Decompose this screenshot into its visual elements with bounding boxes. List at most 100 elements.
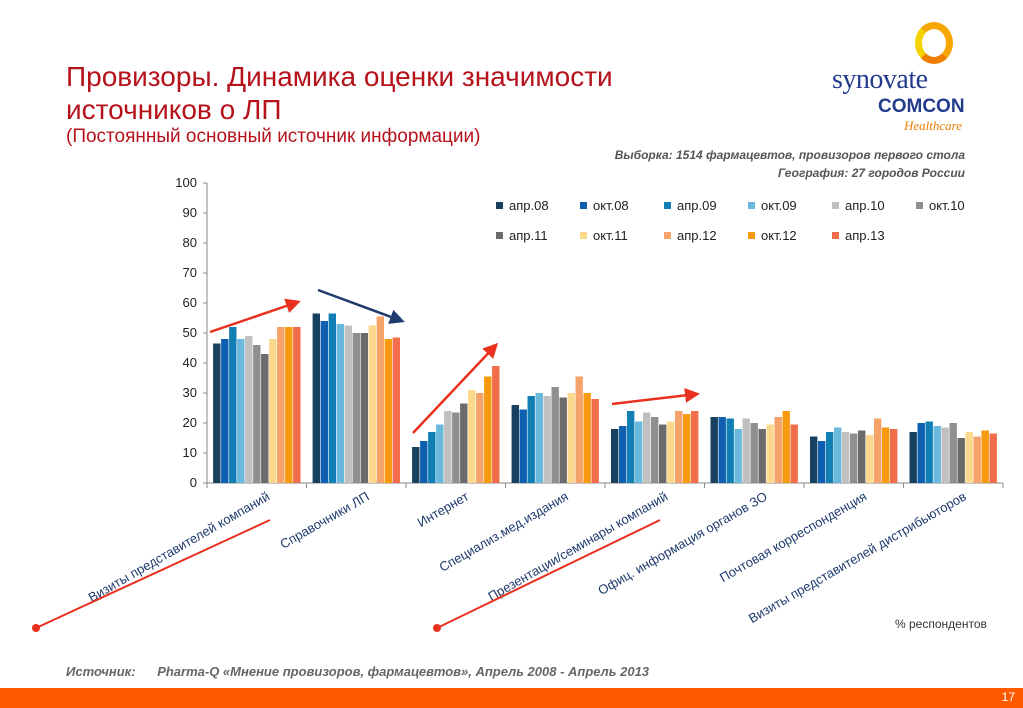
bar bbox=[559, 397, 567, 483]
bar bbox=[591, 399, 599, 483]
bar bbox=[376, 316, 384, 483]
bar bbox=[718, 417, 726, 483]
trend-arrow-up bbox=[412, 342, 499, 434]
bar bbox=[412, 447, 420, 483]
bar bbox=[535, 393, 543, 483]
legend-label: окт.11 bbox=[593, 228, 628, 243]
bar bbox=[667, 421, 675, 483]
bar bbox=[583, 393, 591, 483]
x-category-label: Визиты представителей компаний bbox=[86, 489, 273, 605]
bar bbox=[213, 343, 221, 483]
legend-label: апр.10 bbox=[845, 198, 885, 213]
source-text: Pharma-Q «Мнение провизоров, фармацевтов… bbox=[157, 664, 650, 679]
y-tick-label: 30 bbox=[183, 385, 197, 400]
bar bbox=[420, 441, 428, 483]
y-tick-label: 100 bbox=[175, 175, 197, 190]
bar bbox=[651, 417, 659, 483]
bar bbox=[543, 396, 551, 483]
source-note: Источник: Pharma-Q «Мнение провизоров, ф… bbox=[66, 664, 649, 679]
y-tick-label: 70 bbox=[183, 265, 197, 280]
bar bbox=[360, 333, 368, 483]
legend-swatch bbox=[748, 232, 755, 239]
slide-title: Провизоры. Динамика оценки значимости ис… bbox=[66, 61, 613, 125]
logo-word-synovate: synovate bbox=[832, 64, 928, 95]
trend-arrow-down bbox=[317, 288, 405, 324]
legend-label: апр.08 bbox=[509, 198, 549, 213]
legend-label: апр.09 bbox=[677, 198, 717, 213]
trend-arrow-up bbox=[209, 298, 301, 334]
bar bbox=[320, 321, 328, 483]
bar bbox=[834, 427, 842, 483]
bar bbox=[842, 432, 850, 483]
legend-label: апр.13 bbox=[845, 228, 885, 243]
legend-label: апр.11 bbox=[509, 228, 548, 243]
bar bbox=[344, 325, 352, 483]
bar bbox=[551, 387, 559, 483]
legend-label: окт.09 bbox=[761, 198, 797, 213]
bar bbox=[384, 339, 392, 483]
bar bbox=[452, 412, 460, 483]
bar bbox=[850, 433, 858, 483]
bar bbox=[726, 418, 734, 483]
page-number: 17 bbox=[1001, 690, 1015, 704]
bar bbox=[818, 441, 826, 483]
x-category-label: Презентации/семинары компаний bbox=[485, 489, 670, 604]
logo-ring-icon bbox=[915, 22, 953, 64]
legend-swatch bbox=[664, 202, 671, 209]
bar bbox=[882, 427, 890, 483]
legend-label: апр.12 bbox=[677, 228, 717, 243]
legend-swatch bbox=[748, 202, 755, 209]
bar-chart: 0 10 20 30 40 50 60 70 80 90 100 Визиты представите… bbox=[32, 175, 1004, 632]
source-label: Источник: bbox=[66, 664, 136, 679]
bar bbox=[866, 435, 874, 483]
bar bbox=[750, 423, 758, 483]
bar bbox=[444, 411, 452, 483]
bar bbox=[766, 424, 774, 483]
x-category-label: Визиты представителей дистрибьюторов bbox=[746, 489, 969, 626]
bar bbox=[511, 405, 519, 483]
bar bbox=[917, 423, 925, 483]
bar bbox=[627, 411, 635, 483]
bar bbox=[492, 366, 500, 483]
y-tick-label: 10 bbox=[183, 445, 197, 460]
trend-arrow-up bbox=[611, 387, 700, 406]
unit-note: % респондентов bbox=[895, 617, 987, 631]
legend-swatch bbox=[916, 202, 923, 209]
slide-subtitle: (Постоянный основный источник информации… bbox=[66, 126, 481, 147]
bar bbox=[989, 433, 997, 483]
bar bbox=[782, 411, 790, 483]
bar bbox=[484, 376, 492, 483]
bar bbox=[643, 412, 651, 483]
legend-swatch bbox=[496, 202, 503, 209]
logo-word-healthcare: Healthcare bbox=[904, 118, 962, 133]
bar bbox=[973, 436, 981, 483]
bar bbox=[229, 327, 237, 483]
bar bbox=[790, 424, 798, 483]
bar bbox=[742, 418, 750, 483]
bar bbox=[874, 418, 882, 483]
bar bbox=[611, 429, 619, 483]
sample-info: Выборка: 1514 фармацевтов, провизоров пе… bbox=[615, 146, 965, 182]
bar bbox=[245, 336, 253, 483]
highlight-underline bbox=[35, 519, 271, 629]
bar bbox=[949, 423, 957, 483]
bar bbox=[476, 393, 484, 483]
legend-swatch bbox=[664, 232, 671, 239]
bar bbox=[890, 429, 898, 483]
footer-bar: 17 bbox=[0, 688, 1023, 708]
bar bbox=[858, 430, 866, 483]
bar bbox=[336, 324, 344, 483]
bar bbox=[237, 339, 245, 483]
bar bbox=[428, 432, 436, 483]
bar bbox=[683, 414, 691, 483]
bar bbox=[810, 436, 818, 483]
bar bbox=[981, 430, 989, 483]
bar bbox=[675, 411, 683, 483]
logo-word-comcon: COMCON bbox=[878, 96, 965, 117]
bar bbox=[519, 409, 527, 483]
bar bbox=[941, 427, 949, 483]
legend-swatch bbox=[832, 202, 839, 209]
legend-swatch bbox=[580, 232, 587, 239]
bar bbox=[436, 424, 444, 483]
bar bbox=[352, 333, 360, 483]
